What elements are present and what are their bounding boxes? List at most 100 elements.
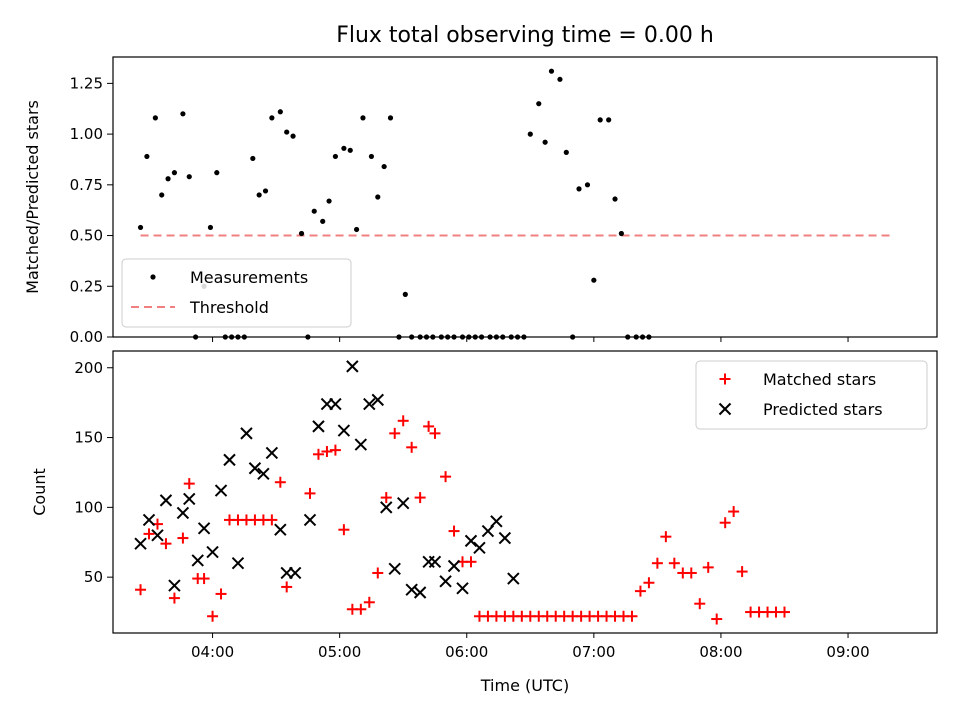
predicted-star-point (265, 446, 279, 460)
matched-star-point (668, 557, 680, 569)
predicted-star-point (159, 494, 173, 507)
bottom-legend: Matched stars Predicted stars (695, 360, 928, 430)
x-tick-label: 09:00 (826, 643, 869, 661)
matched-star-point (397, 415, 409, 427)
bottom-y-tick-label: 50 (84, 568, 103, 586)
x-axis-label: Time (UTC) (480, 676, 569, 695)
measurement-point (256, 192, 262, 198)
matched-star-point (719, 517, 731, 529)
measurement-point (557, 76, 563, 82)
x-tick-label: 05:00 (318, 643, 361, 661)
x-tick-label: 06:00 (445, 643, 488, 661)
matched-star-point (338, 524, 350, 536)
top-y-tick-label: 1.00 (70, 125, 103, 143)
matched-star-point (177, 532, 189, 544)
bottom-y-axis-label: Count (30, 468, 49, 516)
predicted-star-point (191, 554, 204, 567)
bottom-y-ticks: 50 100 150 200 (74, 359, 113, 586)
top-y-ticks: 0.00 0.25 0.50 0.75 1.00 1.25 (70, 74, 113, 346)
matched-star-point (168, 592, 180, 604)
measurement-point (606, 117, 612, 123)
predicted-star-point (337, 424, 351, 437)
bottom-panel: 50 100 150 200 04:00 05:00 06:00 07:00 08:00 09:… (30, 350, 938, 695)
measurement-point (387, 115, 394, 121)
predicted-star-point (346, 360, 359, 373)
legend-measurements-label: Measurements (190, 268, 308, 287)
measurement-point (563, 149, 569, 155)
matched-star-point (281, 581, 293, 593)
measurement-point (536, 101, 542, 107)
matched-star-point (207, 610, 219, 622)
measurement-point (597, 117, 603, 123)
matched-star-point (414, 492, 426, 504)
matched-star-point (465, 556, 477, 568)
measurement-point (186, 174, 192, 180)
top-y-axis-label: Matched/Predicted stars (23, 100, 42, 294)
predicted-star-point (231, 556, 245, 570)
matched-star-point (266, 514, 278, 526)
matched-star-point (135, 584, 147, 596)
predicted-star-point (388, 562, 401, 575)
matched-star-point (183, 478, 195, 490)
top-y-tick-label: 1.25 (70, 74, 103, 92)
predicted-star-point (134, 537, 147, 550)
predicted-star-point (288, 566, 302, 580)
measurement-point (290, 133, 296, 139)
predicted-star-point (168, 579, 181, 592)
matched-star-point (160, 538, 172, 550)
bottom-axes-frame (112, 350, 938, 634)
matched-star-point (355, 603, 367, 615)
matched-star-point (694, 598, 706, 610)
measurement-point (548, 68, 555, 74)
measurement-point (353, 226, 360, 233)
measurement-point (402, 291, 408, 297)
measurement-point (207, 224, 214, 231)
predicted-star-point (405, 583, 418, 596)
legend-predicted-label: Predicted stars (763, 400, 883, 419)
matched-stars-points (135, 415, 790, 625)
matched-star-point (711, 613, 723, 625)
measurement-point (152, 115, 158, 121)
top-axes-frame (112, 56, 938, 338)
predicted-star-point (490, 515, 503, 528)
measurement-point (262, 188, 269, 194)
legend-plus-glyph (719, 373, 731, 385)
measurement-point (576, 186, 582, 192)
matched-star-point (728, 506, 740, 518)
top-x-tick-marks (212, 337, 849, 342)
top-y-tick-label: 0.00 (70, 328, 103, 346)
matched-star-point (778, 606, 790, 618)
matched-star-point (634, 585, 646, 597)
predicted-star-point (396, 496, 410, 510)
matched-star-point (448, 525, 460, 537)
predicted-star-point (507, 572, 520, 585)
measurement-point (269, 115, 275, 121)
predicted-star-point (312, 420, 325, 433)
measurement-point (542, 139, 548, 145)
matched-star-point (651, 557, 663, 569)
matched-star-point (198, 573, 210, 585)
measurement-point (284, 129, 290, 135)
predicted-star-point (354, 438, 368, 451)
matched-star-point (685, 567, 697, 579)
measurement-point (341, 145, 347, 151)
legend-matched-label: Matched stars (763, 370, 876, 389)
matched-star-point (423, 420, 435, 432)
top-y-tick-label: 0.50 (70, 227, 103, 245)
top-y-tick-label: 0.75 (70, 176, 103, 194)
predicted-star-point (240, 427, 253, 440)
legend-matched-marker (719, 373, 731, 385)
measurement-point (250, 155, 256, 162)
predicted-star-point (176, 506, 190, 520)
predicted-star-point (464, 534, 478, 548)
x-tick-label: 04:00 (191, 643, 234, 661)
measurement-point (332, 153, 339, 160)
measurement-point (612, 196, 618, 202)
legend-predicted-marker (718, 402, 732, 416)
bottom-x-ticks: 04:00 05:00 06:00 07:00 08:00 09:00 (191, 633, 870, 661)
matched-star-point (215, 588, 227, 600)
predicted-star-point (413, 586, 427, 599)
measurement-point (618, 230, 624, 237)
bottom-y-tick-label: 100 (74, 498, 103, 516)
